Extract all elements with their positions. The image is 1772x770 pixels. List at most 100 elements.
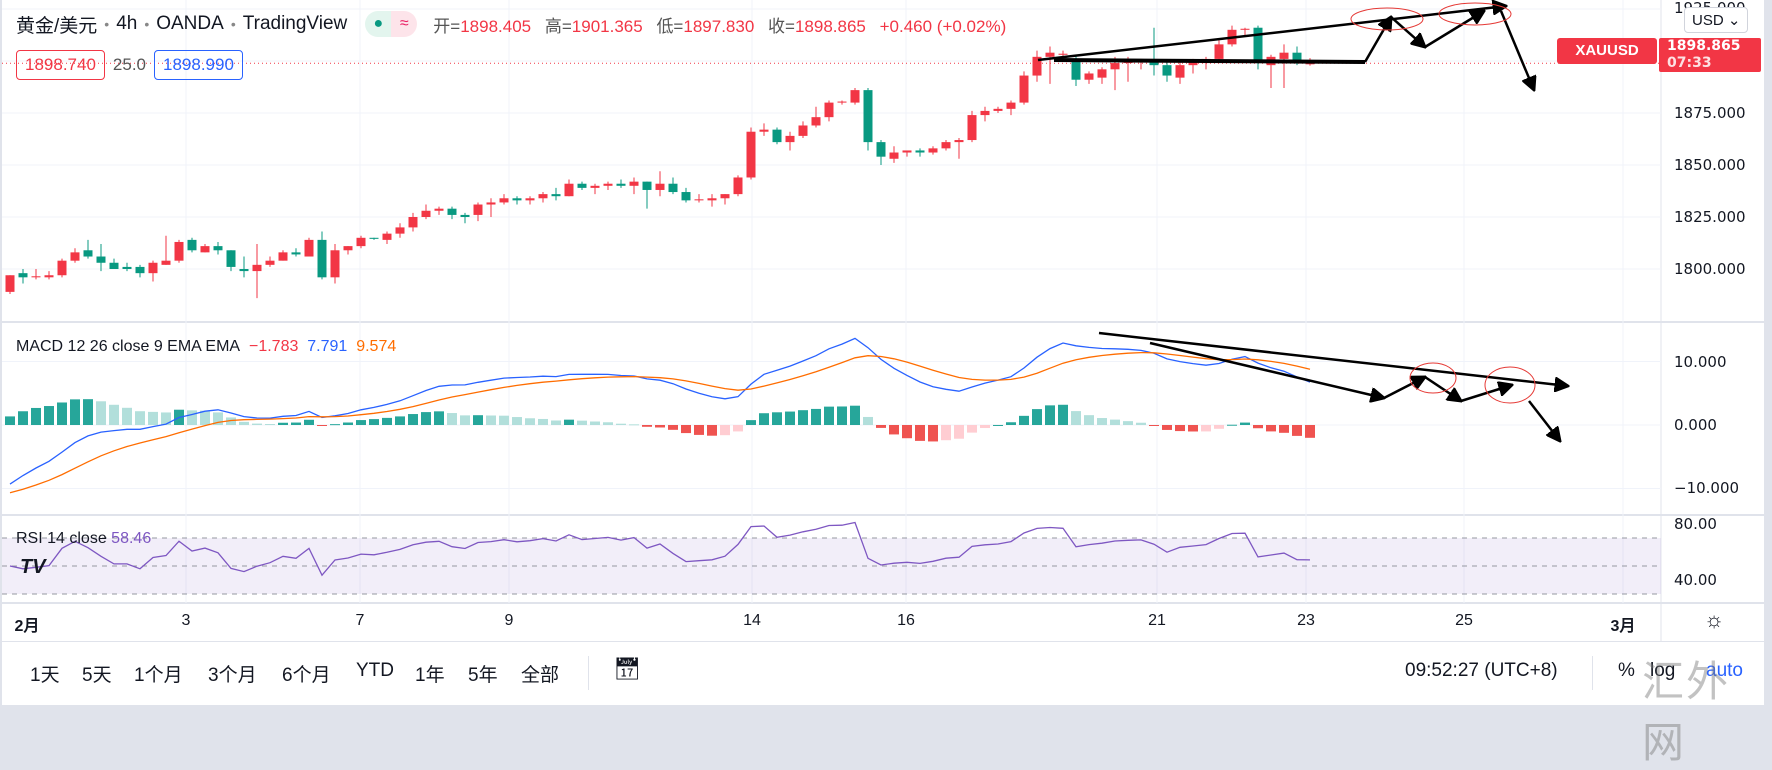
candle-body (1058, 53, 1068, 55)
candle (57, 258, 67, 278)
ohlc-values: 开=1898.405 高=1901.365 低=1897.830 收=1898.… (433, 16, 1007, 36)
status-pill[interactable]: ● ≈ (365, 11, 418, 37)
highlight-ellipse[interactable] (1409, 362, 1457, 394)
candle-body (1149, 61, 1159, 66)
candle-body (421, 210, 431, 217)
macd-histogram-bar (44, 406, 54, 425)
clock[interactable]: 09:52:27 (UTC+8) (1405, 660, 1558, 681)
range-1y[interactable]: 1年 (415, 665, 445, 686)
candle-body (330, 250, 340, 278)
highlight-ellipse[interactable] (1438, 2, 1512, 26)
macd-legend[interactable]: MACD 12 26 close 9 EMA EMA −1.783 7.791 … (16, 338, 397, 355)
macd-histogram-bar (889, 425, 899, 435)
go-to-date-icon[interactable]: 📅︎ (613, 656, 641, 681)
range-1m[interactable]: 1个月 (134, 665, 183, 686)
macd-histogram-bar (837, 406, 847, 425)
rsi-legend[interactable]: RSI 14 close 58.46 (16, 530, 152, 547)
rsi-tick: 80.00 (1674, 515, 1717, 533)
candle-body (902, 150, 912, 153)
candle (525, 196, 535, 205)
candle-body (460, 214, 470, 217)
highlight-ellipse[interactable] (1350, 7, 1424, 31)
candle (512, 196, 522, 205)
candle (434, 206, 444, 215)
currency-dropdown[interactable]: USD ⌄ (1684, 7, 1749, 33)
trendline-upper[interactable] (1037, 6, 1506, 62)
log-toggle[interactable]: log (1650, 660, 1676, 681)
arrow-line[interactable] (1363, 17, 1391, 63)
macd-histogram-bar (1175, 425, 1185, 432)
macd-histogram-bar (1188, 425, 1198, 432)
macd-histogram-bar (902, 425, 912, 439)
candle-body (1110, 63, 1120, 70)
arrow-line[interactable] (1424, 375, 1461, 401)
last-price-label: 1898.865 07:33 (1659, 38, 1761, 72)
range-ytd[interactable]: YTD (356, 660, 394, 681)
sell-button[interactable]: 1898.740 (16, 50, 105, 80)
macd-histogram-bar (1305, 425, 1315, 438)
candle (629, 177, 639, 195)
auto-toggle[interactable]: auto (1706, 660, 1743, 681)
candle-body (629, 181, 639, 186)
candle-body (733, 177, 743, 195)
range-5y[interactable]: 5年 (468, 665, 498, 686)
arrow-line[interactable] (1528, 400, 1560, 441)
tradingview-logo[interactable]: TV (20, 556, 46, 578)
range-1d[interactable]: 1天 (30, 665, 60, 686)
candle-body (239, 269, 249, 272)
candle (330, 244, 340, 284)
highlight-ellipse[interactable] (1484, 366, 1536, 404)
range-all[interactable]: 全部 (521, 665, 560, 686)
macd-histogram-bar (408, 414, 418, 425)
macd-tick: 0.000 (1674, 416, 1717, 434)
candle-body (759, 129, 769, 132)
interval[interactable]: 4h (116, 13, 138, 34)
divider (588, 656, 589, 690)
candle-body (642, 181, 652, 190)
chart-canvas[interactable] (2, 0, 1764, 705)
candle (928, 146, 938, 155)
buy-button[interactable]: 1898.990 (154, 50, 243, 80)
percent-toggle[interactable]: % (1618, 660, 1635, 681)
arrow-line[interactable] (1383, 377, 1425, 400)
candle-body (512, 198, 522, 201)
macd-histogram-bar (512, 417, 522, 425)
candle (447, 206, 457, 220)
macd-histogram-bar (772, 412, 782, 425)
settings-sun-icon[interactable]: ☼ (1704, 607, 1725, 632)
arrow-line[interactable] (1499, 10, 1534, 90)
macd-hist-value: −1.783 (248, 338, 299, 355)
macd-trendline[interactable] (1098, 331, 1568, 386)
arrow-line[interactable] (1424, 11, 1484, 49)
price-tick: 1800.000 (1674, 260, 1746, 278)
arrow-line[interactable] (1390, 16, 1425, 47)
range-6m[interactable]: 6个月 (282, 665, 331, 686)
macd-histogram-bar (1084, 415, 1094, 425)
macd-histogram-bar (1097, 418, 1107, 425)
range-3m[interactable]: 3个月 (208, 665, 257, 686)
candle (1214, 38, 1224, 61)
trendline-horizontal[interactable] (1053, 58, 1366, 64)
candle (161, 235, 171, 265)
macd-histogram-bar (785, 411, 795, 425)
arrow-line[interactable] (1149, 341, 1384, 398)
candle-body (148, 262, 158, 274)
macd-histogram-bar (1058, 404, 1068, 425)
range-5d[interactable]: 5天 (82, 665, 112, 686)
macd-histogram-bar (629, 424, 639, 426)
candle-body (57, 260, 67, 276)
candle (44, 271, 54, 280)
arrow-line[interactable] (1460, 385, 1512, 403)
candle-body (278, 252, 288, 261)
candle-body (720, 194, 730, 199)
candle-body (785, 135, 795, 143)
macd-histogram-bar (694, 425, 704, 435)
symbol-name[interactable]: 黄金/美元 (16, 15, 98, 37)
macd-histogram-bar (382, 417, 392, 425)
macd-histogram-bar (1227, 424, 1237, 426)
candle-body (980, 110, 990, 116)
candle-body (993, 108, 1003, 111)
candle (720, 194, 730, 205)
candle-body (70, 252, 80, 261)
